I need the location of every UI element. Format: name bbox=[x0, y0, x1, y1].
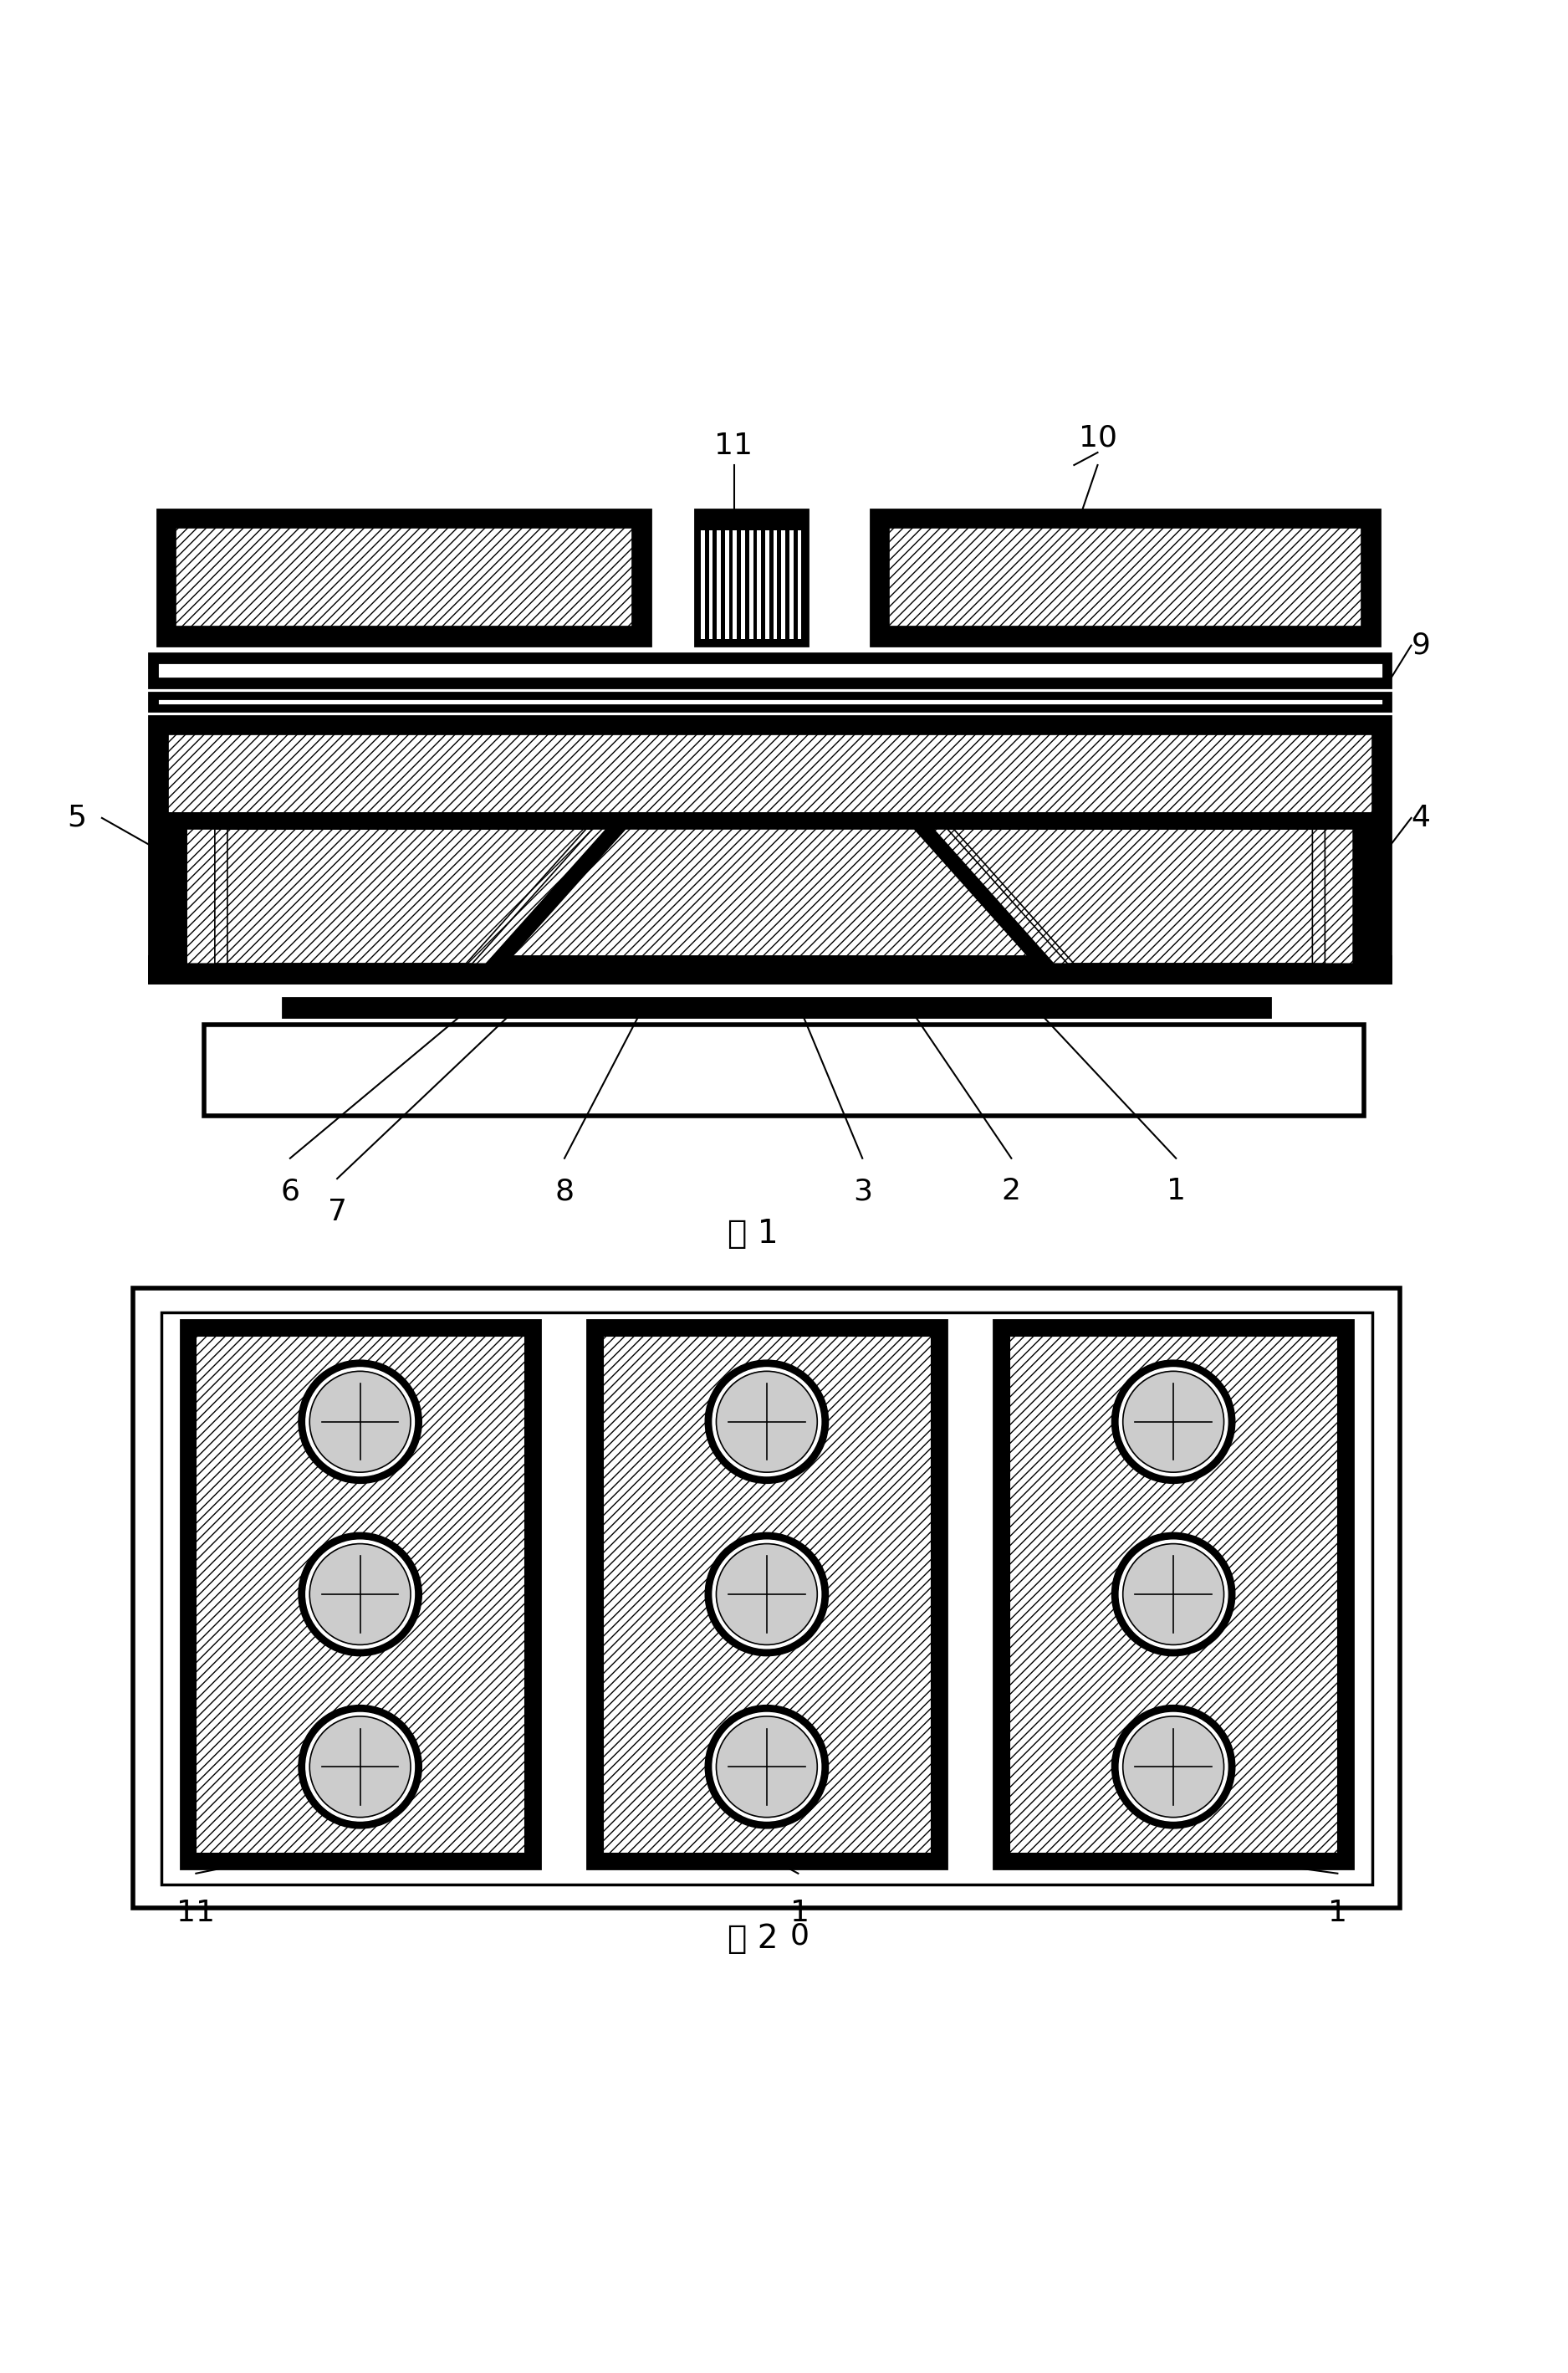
Text: 图 1: 图 1 bbox=[728, 1217, 778, 1251]
Circle shape bbox=[309, 1545, 411, 1644]
Bar bbox=[695, 508, 808, 645]
Bar bbox=[162, 1312, 1372, 1884]
Circle shape bbox=[1123, 1545, 1225, 1644]
Bar bbox=[602, 1336, 931, 1853]
Bar bbox=[701, 529, 704, 638]
Circle shape bbox=[1120, 1713, 1228, 1820]
Circle shape bbox=[309, 1716, 411, 1818]
Circle shape bbox=[309, 1372, 411, 1471]
Circle shape bbox=[298, 1706, 422, 1830]
Bar bbox=[798, 529, 801, 638]
Text: 7: 7 bbox=[328, 1198, 347, 1227]
Circle shape bbox=[306, 1367, 414, 1476]
Polygon shape bbox=[168, 828, 626, 963]
Bar bbox=[586, 1319, 947, 1868]
Bar bbox=[133, 1289, 1400, 1908]
Bar bbox=[742, 529, 745, 638]
Bar bbox=[149, 717, 1391, 982]
Bar bbox=[204, 1025, 1364, 1115]
Bar bbox=[717, 529, 721, 638]
Bar bbox=[168, 736, 1372, 963]
Polygon shape bbox=[505, 828, 1035, 963]
Text: 0: 0 bbox=[790, 1922, 809, 1951]
Bar bbox=[157, 698, 1383, 705]
Bar bbox=[168, 814, 1372, 828]
Bar bbox=[1010, 1336, 1338, 1853]
Circle shape bbox=[712, 1367, 822, 1476]
Text: 11: 11 bbox=[177, 1898, 215, 1927]
Circle shape bbox=[1120, 1367, 1228, 1476]
Bar bbox=[157, 508, 651, 645]
Text: 图 2: 图 2 bbox=[728, 1925, 778, 1955]
Bar bbox=[889, 527, 1361, 626]
Circle shape bbox=[1120, 1540, 1228, 1649]
Polygon shape bbox=[933, 828, 1353, 963]
Circle shape bbox=[306, 1713, 414, 1820]
Bar bbox=[789, 529, 793, 638]
Text: 9: 9 bbox=[1411, 631, 1430, 660]
Text: 4: 4 bbox=[1411, 804, 1430, 833]
Text: 1: 1 bbox=[1167, 1177, 1185, 1205]
Bar bbox=[602, 1336, 931, 1853]
Text: 11: 11 bbox=[715, 432, 753, 460]
Circle shape bbox=[1123, 1716, 1225, 1818]
Bar bbox=[282, 999, 1270, 1018]
Circle shape bbox=[706, 1360, 828, 1483]
Polygon shape bbox=[187, 828, 607, 963]
Text: 10: 10 bbox=[1079, 425, 1116, 453]
Circle shape bbox=[1123, 1372, 1225, 1471]
Bar bbox=[994, 1319, 1353, 1868]
Circle shape bbox=[1112, 1533, 1236, 1656]
Bar bbox=[149, 653, 1391, 688]
Bar bbox=[781, 529, 786, 638]
Circle shape bbox=[306, 1540, 414, 1649]
Bar bbox=[157, 662, 1383, 679]
Bar bbox=[773, 529, 778, 638]
Polygon shape bbox=[914, 828, 1372, 963]
Text: 6: 6 bbox=[281, 1177, 299, 1205]
Bar bbox=[180, 1319, 1353, 1868]
Bar bbox=[176, 527, 632, 626]
Bar bbox=[724, 529, 729, 638]
Bar bbox=[870, 508, 1380, 645]
Bar bbox=[765, 529, 770, 638]
Text: 3: 3 bbox=[853, 1177, 872, 1205]
Circle shape bbox=[717, 1716, 817, 1818]
Circle shape bbox=[298, 1533, 422, 1656]
Circle shape bbox=[1112, 1360, 1236, 1483]
Circle shape bbox=[712, 1540, 822, 1649]
Bar bbox=[149, 693, 1391, 712]
Text: 2: 2 bbox=[1002, 1177, 1021, 1205]
Bar bbox=[180, 1319, 539, 1868]
Circle shape bbox=[706, 1533, 828, 1656]
Text: 8: 8 bbox=[555, 1177, 574, 1205]
Bar bbox=[750, 529, 753, 638]
Circle shape bbox=[717, 1545, 817, 1644]
Text: 1: 1 bbox=[1328, 1898, 1347, 1927]
Circle shape bbox=[712, 1713, 822, 1820]
Bar bbox=[196, 1336, 524, 1853]
Bar bbox=[732, 529, 737, 638]
Bar bbox=[757, 529, 760, 638]
Circle shape bbox=[1112, 1706, 1236, 1830]
Bar bbox=[149, 956, 1391, 982]
Circle shape bbox=[298, 1360, 422, 1483]
Bar bbox=[709, 529, 713, 638]
Text: 5: 5 bbox=[67, 804, 86, 833]
Text: 1: 1 bbox=[790, 1898, 809, 1927]
Bar bbox=[1010, 1336, 1338, 1853]
Bar bbox=[196, 1336, 524, 1853]
Circle shape bbox=[717, 1372, 817, 1471]
Circle shape bbox=[706, 1706, 828, 1830]
Bar bbox=[168, 736, 1372, 814]
